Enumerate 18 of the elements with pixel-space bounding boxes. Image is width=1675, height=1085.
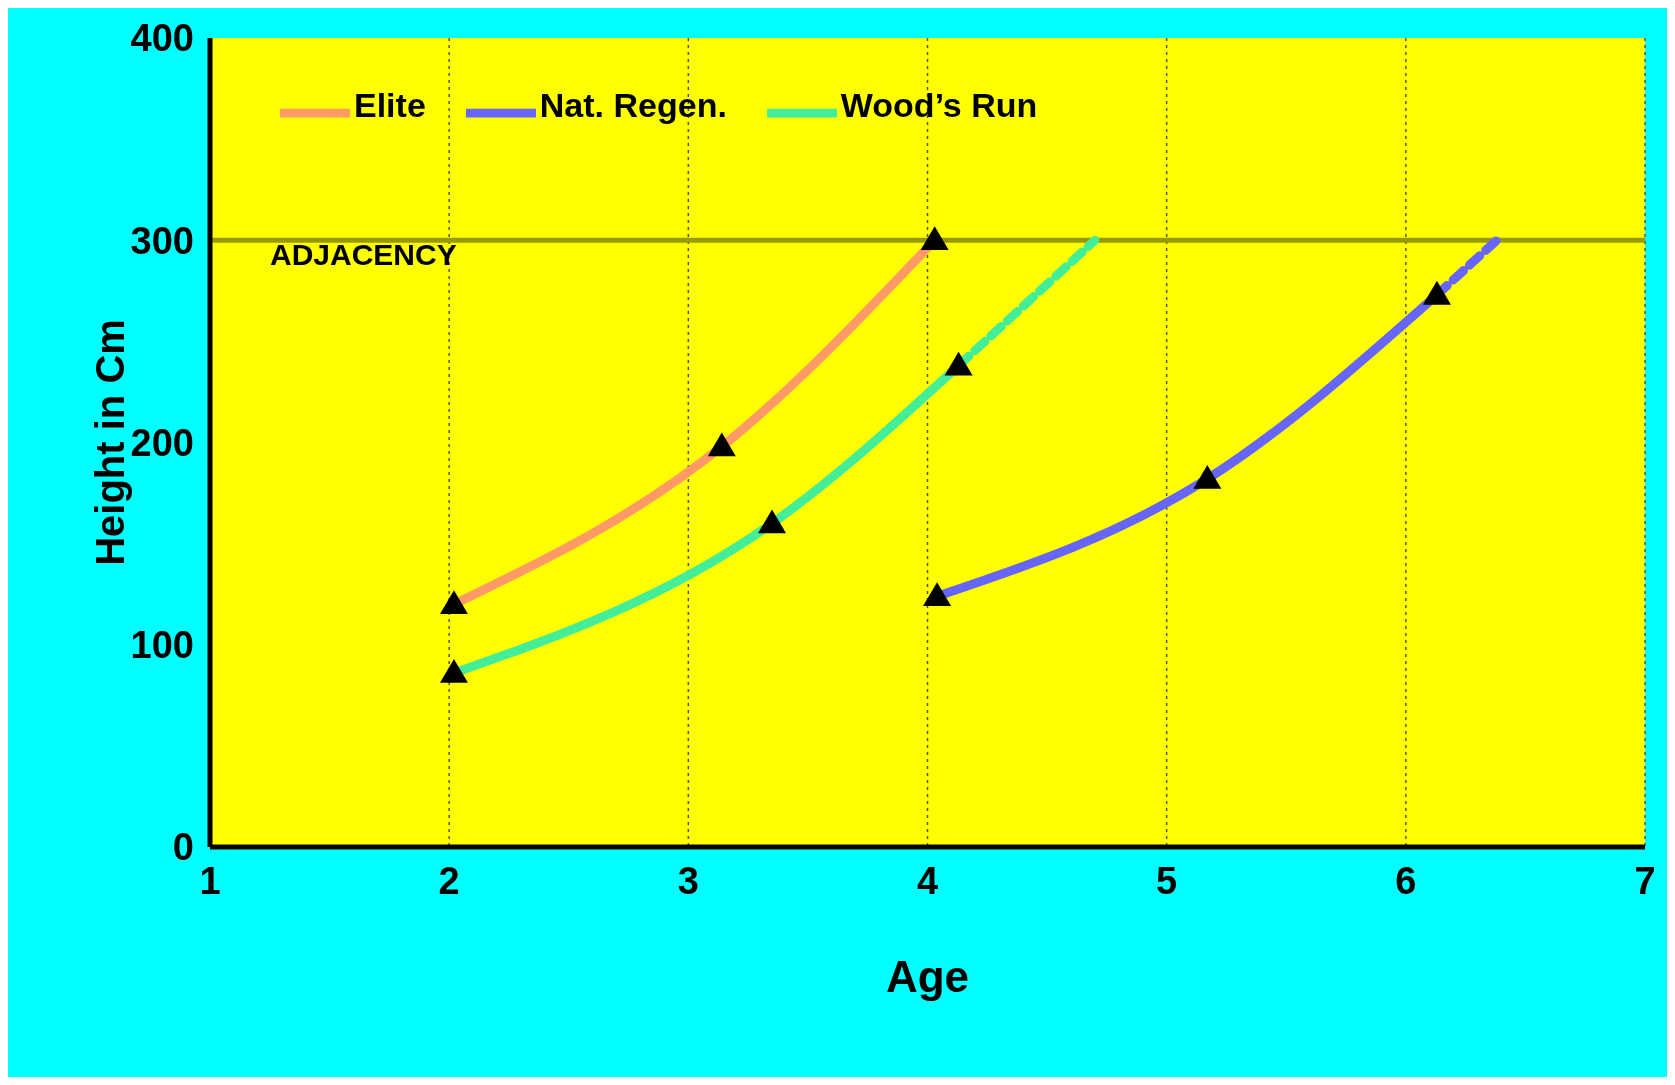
x-tick-label: 6 [1395, 859, 1417, 902]
y-axis-title: Height in Cm [88, 319, 133, 566]
x-axis-title: Age [885, 952, 970, 1001]
legend-label: Elite [354, 86, 426, 125]
y-tick-label: 400 [130, 17, 194, 60]
ref-line-label: ADJACENCY [270, 237, 457, 271]
x-tick-label: 2 [438, 859, 460, 902]
legend-label: Wood’s Run [840, 86, 1038, 125]
legend-label: Nat. Regen. [539, 86, 727, 125]
y-tick-label: 0 [172, 826, 194, 869]
x-tick-label: 7 [1634, 859, 1656, 902]
x-tick-label: 4 [916, 859, 939, 902]
x-tick-label: 1 [199, 859, 221, 902]
x-tick-label: 5 [1156, 859, 1178, 902]
y-tick-label: 300 [130, 219, 194, 262]
y-tick-label: 100 [130, 624, 194, 667]
y-tick-label: 200 [130, 421, 194, 464]
x-tick-label: 3 [677, 859, 699, 902]
